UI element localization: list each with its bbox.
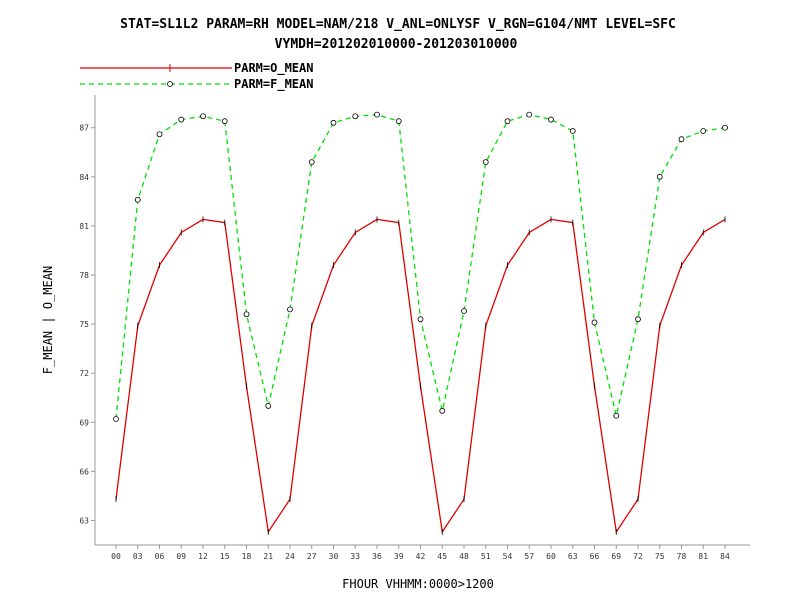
x-tick-label: 54 [503, 552, 513, 561]
x-tick-label: 45 [437, 552, 447, 561]
x-tick-label: 75 [655, 552, 665, 561]
y-tick-label: 66 [79, 467, 89, 476]
series-line-parm-o-mean [115, 218, 726, 534]
y-axis-label: F_MEAN | O_MEAN [41, 266, 55, 374]
x-tick-label: 36 [372, 552, 382, 561]
data-point-parm-f-mean [200, 113, 206, 120]
data-point-parm-f-mean [178, 116, 185, 123]
x-tick-label: 66 [590, 552, 600, 561]
series-layer [113, 111, 728, 535]
x-tick-label: 15 [220, 552, 230, 561]
data-point-parm-f-mean [308, 159, 315, 165]
data-point-parm-f-mean [374, 111, 380, 118]
data-point-parm-f-mean [113, 416, 119, 422]
x-tick-label: 09 [176, 552, 186, 561]
x-tick-label: 57 [524, 552, 534, 561]
data-point-parm-f-mean [395, 118, 402, 125]
data-point-parm-f-mean [613, 412, 620, 419]
data-point-parm-f-mean [722, 124, 728, 131]
data-point-parm-f-mean [243, 311, 250, 318]
data-point-parm-f-mean [417, 316, 424, 323]
y-axis-ticks: 63 66 69 72 75 78 81 84 87 [79, 124, 95, 525]
data-point-parm-f-mean [461, 308, 467, 314]
x-tick-label: 27 [307, 552, 317, 561]
data-point-parm-f-mean [569, 128, 576, 134]
data-point-parm-f-mean [678, 136, 685, 143]
x-tick-label: 00 [111, 552, 121, 561]
x-tick-label: 84 [720, 552, 730, 561]
data-point-parm-f-mean [439, 407, 446, 414]
x-tick-label: 69 [611, 552, 621, 561]
data-point-parm-f-mean [221, 118, 228, 125]
y-tick-label: 63 [79, 516, 89, 525]
data-point-parm-f-mean [134, 196, 141, 203]
x-tick-label: 30 [329, 552, 339, 561]
data-point-parm-f-mean [635, 316, 641, 323]
x-tick-label: 06 [155, 552, 165, 561]
data-point-parm-f-mean [352, 113, 359, 120]
legend-label-o-mean: PARM=O_MEAN [234, 61, 313, 76]
series-line-parm-f-mean [115, 113, 726, 420]
x-tick-label: 72 [633, 552, 643, 561]
legend: PARM=O_MEAN PARM=F_MEAN [80, 61, 313, 92]
x-tick-label: 48 [459, 552, 469, 561]
y-tick-label: 69 [79, 418, 89, 427]
x-tick-label: 18 [242, 552, 252, 561]
data-point-parm-f-mean [526, 111, 533, 118]
x-tick-label: 81 [698, 552, 708, 561]
x-tick-label: 24 [285, 552, 295, 561]
data-point-parm-f-mean [656, 173, 663, 180]
x-tick-label: 21 [263, 552, 273, 561]
x-tick-label: 63 [568, 552, 578, 561]
x-tick-label: 60 [546, 552, 556, 561]
y-tick-label: 81 [79, 222, 89, 231]
x-tick-label: 03 [133, 552, 143, 561]
x-tick-label: 33 [350, 552, 360, 561]
x-tick-label: 51 [481, 552, 491, 561]
legend-label-f-mean: PARM=F_MEAN [234, 77, 313, 92]
x-tick-label: 78 [677, 552, 687, 561]
x-tick-label: 12 [198, 552, 208, 561]
data-point-parm-f-mean [287, 306, 293, 313]
x-tick-label: 42 [416, 552, 426, 561]
data-point-parm-f-mean [591, 319, 598, 326]
x-tick-label: 39 [394, 552, 404, 561]
x-axis-ticks: 00 03 06 09 12 15 18 21 24 27 30 33 36 39 42 45 48 51 54 57… [111, 545, 730, 561]
legend-marker-f-mean [167, 81, 173, 87]
data-point-parm-f-mean [504, 118, 511, 125]
data-point-parm-f-mean [330, 119, 337, 126]
y-tick-label: 75 [79, 320, 89, 329]
data-point-parm-f-mean [548, 116, 554, 123]
chart-subtitle: VYMDH=201202010000-201203010000 [275, 37, 518, 52]
data-point-parm-f-mean [482, 159, 489, 165]
y-tick-label: 84 [79, 173, 89, 182]
chart-title: STAT=SL1L2 PARAM=RH MODEL=NAM/218 V_ANL=… [120, 17, 676, 32]
y-tick-label: 87 [79, 124, 89, 133]
y-tick-label: 72 [79, 369, 89, 378]
data-point-parm-f-mean [265, 403, 272, 409]
x-axis-label: FHOUR VHHMM:0000>1200 [342, 577, 494, 591]
y-tick-label: 78 [79, 271, 89, 280]
plot-frame [94, 95, 750, 546]
data-point-parm-f-mean [156, 131, 163, 138]
data-point-parm-f-mean [700, 128, 707, 134]
